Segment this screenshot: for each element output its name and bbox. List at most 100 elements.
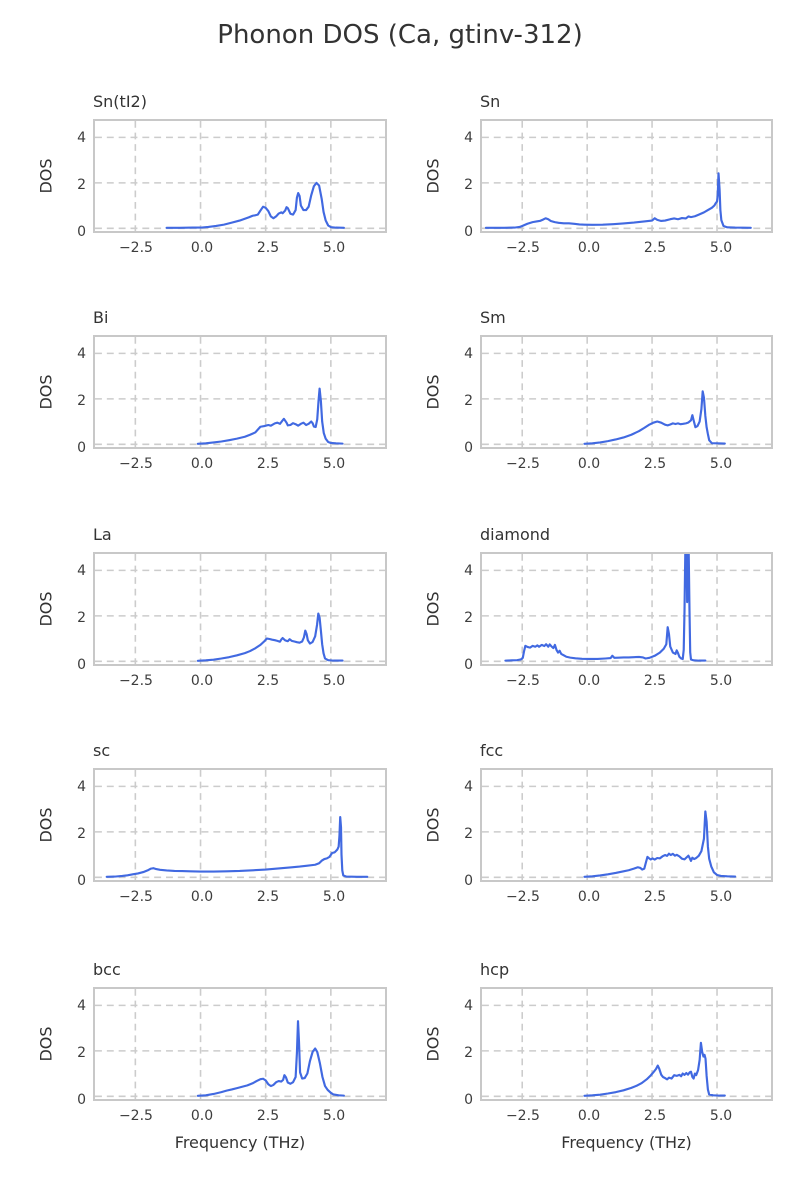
subplot-bcc: bcc DOS Frequency (THz) −2.5 0.0 2.5 5.0 0 2 4 <box>37 960 387 1152</box>
x-tick-label: 5.0 <box>322 456 346 472</box>
x-tick-label: 5.0 <box>322 240 346 256</box>
x-tick-label: 0.0 <box>577 889 601 905</box>
x-tick-label: 2.5 <box>256 673 280 689</box>
y-tick-label: 2 <box>77 177 86 194</box>
plot-area <box>482 337 771 447</box>
y-tick-label: 0 <box>464 873 473 890</box>
subplot-title: Sn <box>480 92 501 111</box>
plot-area <box>482 121 771 231</box>
x-tick-label: −2.5 <box>118 1108 153 1124</box>
x-tick-label: −2.5 <box>118 673 153 689</box>
subplot-sn-ti2: Sn(tI2) DOS −2.5 0.0 2.5 5.0 0 2 4 <box>37 92 387 256</box>
y-tick-label: 0 <box>464 224 473 241</box>
x-tick-label: 2.5 <box>643 673 667 689</box>
y-tick-label: 2 <box>77 1045 86 1062</box>
x-tick-label: 2.5 <box>643 240 667 256</box>
y-tick-label: 2 <box>464 610 473 627</box>
x-tick-label: −2.5 <box>505 889 540 905</box>
y-tick-label: 4 <box>464 345 473 362</box>
x-tick-label: 0.0 <box>190 889 214 905</box>
y-axis-label: DOS <box>423 374 443 410</box>
x-tick-label: 5.0 <box>322 889 346 905</box>
x-tick-label: −2.5 <box>505 456 540 472</box>
subplot-sn: Sn DOS −2.5 0.0 2.5 5.0 0 2 4 <box>424 92 773 256</box>
x-tick-label: 0.0 <box>190 456 214 472</box>
y-tick-label: 2 <box>77 393 86 410</box>
y-tick-label: 0 <box>464 1092 473 1109</box>
dos-curve <box>583 390 726 445</box>
y-tick-label: 4 <box>464 778 473 795</box>
x-tick-label: 2.5 <box>256 1108 280 1124</box>
y-tick-label: 4 <box>464 997 473 1014</box>
dos-curve <box>165 181 345 229</box>
x-tick-label: 0.0 <box>190 673 214 689</box>
subplot-la: La DOS −2.5 0.0 2.5 5.0 0 2 4 <box>37 525 387 689</box>
y-tick-label: 0 <box>77 440 86 457</box>
x-tick-label: 2.5 <box>643 456 667 472</box>
x-tick-label: 5.0 <box>709 240 733 256</box>
dos-curve <box>583 1041 726 1097</box>
x-tick-label: 0.0 <box>577 240 601 256</box>
plot-area <box>95 770 385 880</box>
dos-curve <box>196 1020 345 1097</box>
x-tick-label: 5.0 <box>709 1108 733 1124</box>
x-tick-label: 0.0 <box>577 673 601 689</box>
y-tick-label: 0 <box>77 1092 86 1109</box>
plot-area <box>482 989 771 1099</box>
subplot-title: Sm <box>480 308 506 327</box>
x-tick-label: 0.0 <box>577 1108 601 1124</box>
y-tick-label: 4 <box>77 778 86 795</box>
dos-curve <box>196 387 344 445</box>
y-tick-label: 2 <box>464 393 473 410</box>
y-tick-label: 0 <box>77 657 86 674</box>
y-tick-label: 2 <box>77 610 86 627</box>
dos-curve <box>484 172 752 229</box>
x-axis-label: Frequency (THz) <box>174 1133 306 1152</box>
y-tick-label: 2 <box>464 177 473 194</box>
plot-area <box>95 121 385 231</box>
plot-area <box>95 989 385 1099</box>
x-tick-label: 0.0 <box>190 240 214 256</box>
y-tick-label: 0 <box>464 440 473 457</box>
subplot-title: Bi <box>93 308 109 327</box>
subplot-sc: sc DOS −2.5 0.0 2.5 5.0 0 2 4 <box>37 741 387 905</box>
x-tick-label: −2.5 <box>118 240 153 256</box>
x-tick-label: 5.0 <box>709 456 733 472</box>
y-axis-label: DOS <box>423 158 443 194</box>
x-tick-label: −2.5 <box>505 673 540 689</box>
plot-area <box>95 337 385 447</box>
y-axis-label: DOS <box>36 158 56 194</box>
x-tick-label: 2.5 <box>256 240 280 256</box>
plot-area <box>482 770 771 880</box>
subplot-hcp: hcp DOS Frequency (THz) −2.5 0.0 2.5 5.0 0 2 4 <box>424 960 773 1152</box>
subplot-fcc: fcc DOS −2.5 0.0 2.5 5.0 0 2 4 <box>424 741 773 905</box>
y-tick-label: 0 <box>464 657 473 674</box>
x-tick-label: 2.5 <box>256 889 280 905</box>
x-tick-label: 2.5 <box>256 456 280 472</box>
dos-curve <box>583 810 737 878</box>
x-axis-label: Frequency (THz) <box>561 1133 692 1152</box>
y-axis-label: DOS <box>36 591 56 627</box>
x-tick-label: −2.5 <box>505 1108 540 1124</box>
dos-curve <box>504 554 707 662</box>
y-tick-label: 2 <box>464 1045 473 1062</box>
y-axis-label: DOS <box>36 807 56 843</box>
y-tick-label: 4 <box>77 345 86 362</box>
x-tick-label: 5.0 <box>322 1108 346 1124</box>
y-tick-label: 4 <box>77 129 86 146</box>
x-tick-label: 5.0 <box>709 889 733 905</box>
x-tick-label: 5.0 <box>709 673 733 689</box>
subplot-diamond: diamond DOS −2.5 0.0 2.5 5.0 0 2 4 <box>424 525 773 689</box>
y-tick-label: 0 <box>77 224 86 241</box>
x-tick-label: 5.0 <box>322 673 346 689</box>
subplot-bi: Bi DOS −2.5 0.0 2.5 5.0 0 2 4 <box>37 308 387 472</box>
dos-curve <box>105 816 369 878</box>
y-tick-label: 2 <box>77 826 86 843</box>
figure-title: Phonon DOS (Ca, gtinv-312) <box>217 20 583 50</box>
subplot-sm: Sm DOS −2.5 0.0 2.5 5.0 0 2 4 <box>424 308 773 472</box>
subplot-title: sc <box>93 741 111 760</box>
x-tick-label: −2.5 <box>118 456 153 472</box>
subplot-title: Sn(tI2) <box>93 92 147 111</box>
x-tick-label: 2.5 <box>643 889 667 905</box>
